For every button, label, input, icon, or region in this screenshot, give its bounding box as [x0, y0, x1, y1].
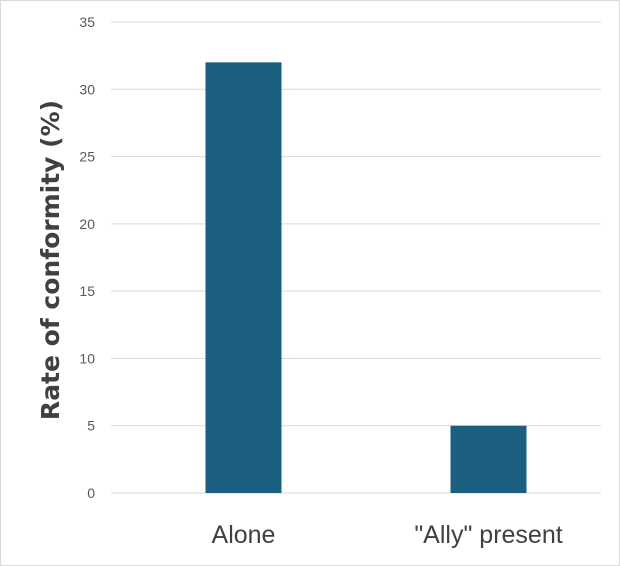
x-category-label: Alone: [212, 521, 276, 549]
y-tick-label: 5: [87, 418, 95, 434]
x-category-label: "Ally" present: [414, 521, 562, 549]
x-axis-categories: Alone "Ally" present: [212, 521, 563, 549]
y-tick-label: 15: [79, 283, 95, 299]
y-tick-label: 25: [79, 149, 95, 165]
y-tick-label: 0: [87, 485, 95, 501]
y-tick-label: 30: [79, 81, 95, 97]
y-axis-title: Rate of conformity (%): [36, 100, 65, 420]
bars: [205, 62, 527, 493]
y-axis-ticks: 0 5 10 15 20 25 30 35: [79, 14, 95, 501]
y-tick-label: 20: [79, 216, 95, 232]
bar-1: [450, 425, 527, 493]
y-tick-label: 35: [79, 14, 95, 30]
bar-0: [205, 62, 282, 493]
y-tick-label: 10: [79, 350, 95, 366]
gridlines: [111, 21, 601, 494]
